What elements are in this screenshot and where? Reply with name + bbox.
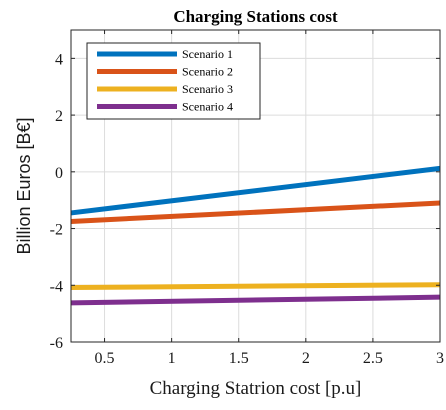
legend-label: Scenario 3 — [182, 82, 233, 96]
axes-box — [70, 29, 441, 343]
x-tick-label: 1 — [168, 350, 176, 367]
y-tick-label: -6 — [50, 335, 63, 352]
y-tick-label: 0 — [55, 165, 63, 182]
legend: Scenario 1 Scenario 2 Scenario 3 Scenario 4 — [86, 42, 261, 120]
chart-title: Charging Stations cost — [173, 7, 338, 26]
legend-label: Scenario 4 — [182, 100, 233, 114]
series-line-4 — [70, 294, 441, 306]
x-tick-label: 3 — [436, 350, 444, 367]
x-tick-label: 0.5 — [95, 350, 115, 367]
axis-ticks: 0.5 1 1.5 2 2.5 3 -6 -4 -2 0 2 4 — [50, 30, 444, 367]
y-tick-label: -2 — [50, 222, 63, 239]
y-tick-label: 4 — [55, 51, 63, 68]
series-line-3 — [70, 282, 441, 291]
y-axis-label: Billion Euros [B€] — [14, 117, 34, 254]
series-lines — [70, 165, 441, 306]
x-axis-label: Charging Statrion cost [p.u] — [150, 378, 362, 399]
y-tick-label: -4 — [50, 278, 63, 295]
legend-label: Scenario 1 — [182, 47, 233, 61]
series-line-1 — [70, 165, 441, 216]
x-tick-label: 2 — [302, 350, 310, 367]
legend-label: Scenario 2 — [182, 65, 233, 79]
y-tick-label: 2 — [55, 108, 63, 125]
x-tick-label: 2.5 — [363, 350, 383, 367]
x-tick-label: 1.5 — [229, 350, 249, 367]
series-line-2 — [70, 200, 441, 224]
